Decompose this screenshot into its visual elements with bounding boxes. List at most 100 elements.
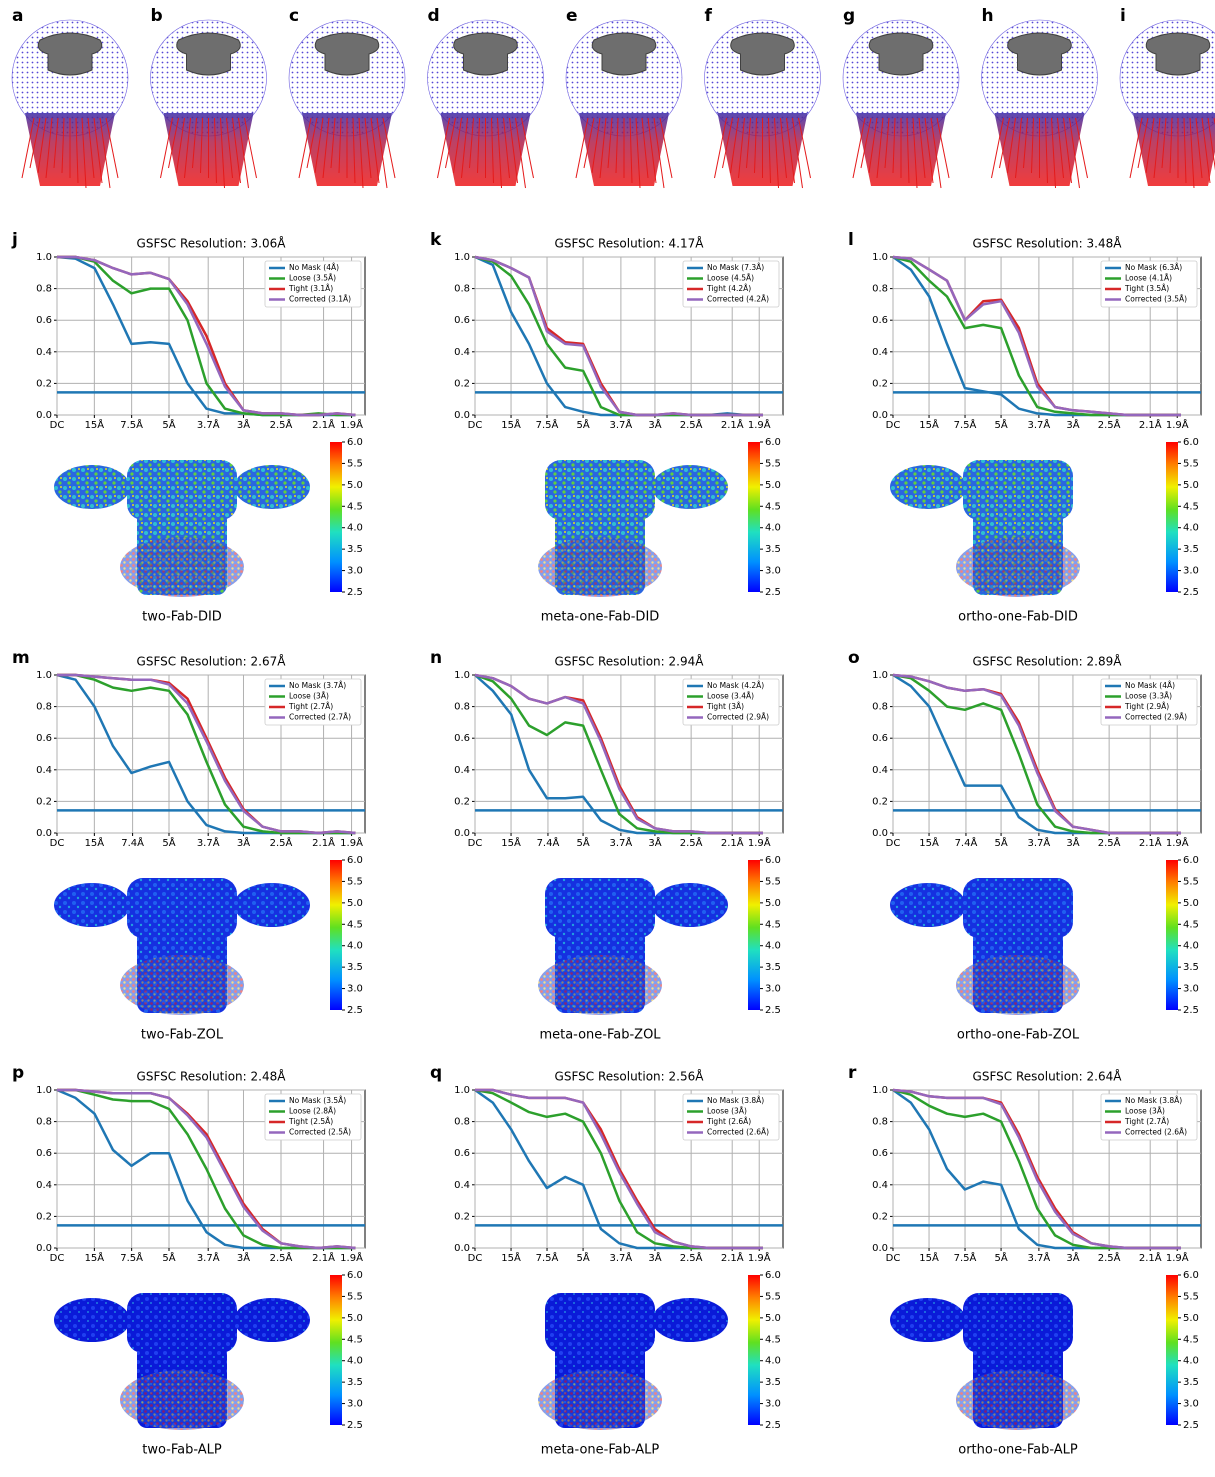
y-tick-label: 0.0 [36, 410, 52, 421]
y-tick-label: 0.2 [872, 1211, 888, 1222]
colorbar [748, 442, 760, 592]
spike [1195, 117, 1203, 179]
legend-box [682, 678, 780, 726]
chart-title: GSFSC Resolution: 4.17Å [555, 236, 705, 251]
chart-title: GSFSC Resolution: 2.56Å [555, 1069, 705, 1084]
legend-label: Tight (4.2Å) [706, 284, 751, 293]
map-body [963, 460, 1073, 520]
y-tick-label: 1.0 [36, 252, 52, 263]
x-tick-label: 2.1Å [721, 418, 744, 431]
spike [1207, 117, 1215, 171]
y-tick-label: 0.0 [454, 828, 470, 839]
spike [330, 117, 336, 169]
spike [358, 117, 364, 189]
colorbar [330, 442, 342, 592]
x-tick-label: 3.7Å [197, 1251, 220, 1264]
fsc-curve [474, 673, 763, 835]
colorbar-tick-label: 3.0 [347, 984, 363, 995]
x-tick-label: 5Å [994, 418, 1007, 431]
x-tick-label: 5Å [576, 836, 589, 849]
x-tick-label: 7.5Å [120, 418, 143, 431]
legend-label: Loose (3.3Å) [1125, 692, 1172, 701]
colorbar-tick-label: 4.0 [1183, 1356, 1199, 1367]
colorbar-tick-label: 4.5 [765, 919, 781, 930]
spike [768, 117, 771, 184]
spike [220, 117, 225, 189]
legend-label: Tight (2.6Å) [706, 1117, 751, 1126]
local-resolution-map [890, 1293, 1080, 1430]
legend-box [264, 260, 362, 308]
panel-letter: k [430, 230, 442, 250]
colorbar-tick-label: 3.5 [347, 544, 363, 555]
spike [860, 117, 872, 169]
x-tick-label: 7.4Å [955, 836, 978, 849]
spike [314, 117, 324, 174]
panel-letter: f [705, 6, 713, 26]
legend-label: No Mask (6.3Å) [1125, 263, 1182, 272]
map-fab [234, 1298, 310, 1342]
x-tick-label: 2.1Å [312, 836, 335, 849]
spike [1161, 117, 1167, 169]
local-resolution-map [890, 460, 1080, 597]
spike [798, 117, 811, 179]
x-tick-label: 7.4Å [537, 836, 560, 849]
x-tick-label: DC [50, 420, 65, 431]
map-caption: ortho-one-Fab-DID [958, 610, 1078, 625]
map-caption: two-Fab-ZOL [141, 1028, 224, 1043]
panel-letter: m [12, 648, 30, 668]
spike [1007, 117, 1016, 174]
panel-letter: i [1120, 6, 1126, 26]
map-body [127, 460, 237, 520]
spike [477, 117, 480, 174]
x-tick-label: 5Å [162, 418, 175, 431]
colorbar-tick-label: 6.0 [1183, 855, 1199, 866]
colorbar-tick-label: 4.0 [765, 523, 781, 534]
colorbar-tick-label: 3.0 [765, 984, 781, 995]
spike [87, 117, 95, 179]
spike [1075, 117, 1088, 179]
colorbar-tick-label: 3.0 [765, 1399, 781, 1410]
colorbar-tick-label: 3.5 [347, 962, 363, 973]
spike [924, 117, 934, 184]
x-tick-label: 15Å [85, 418, 105, 431]
colorbar-tick-label: 3.0 [765, 566, 781, 577]
spike [714, 117, 727, 179]
map-caption: meta-one-Fab-ALP [541, 1443, 660, 1458]
x-tick-label: 5Å [576, 418, 589, 431]
spike [298, 117, 312, 179]
x-tick-label: 2.1Å [312, 418, 335, 431]
x-tick-label: 15Å [501, 418, 521, 431]
x-tick-label: 5Å [994, 1251, 1007, 1264]
colorbar-tick-label: 4.0 [347, 1356, 363, 1367]
map-body [545, 460, 655, 520]
y-tick-label: 0.8 [872, 702, 888, 713]
spike [469, 117, 474, 169]
density-map [37, 32, 103, 76]
x-tick-label: 2.5Å [270, 836, 293, 849]
colorbar-tick-label: 2.5 [1183, 1420, 1199, 1431]
x-tick-label: 1.9Å [340, 418, 363, 431]
y-tick-label: 0.2 [454, 796, 470, 807]
spike [1189, 117, 1195, 189]
spike [376, 117, 388, 189]
fsc-curve [57, 673, 356, 835]
spike [876, 117, 884, 179]
y-tick-label: 0.0 [454, 1243, 470, 1254]
colorbar [748, 1275, 760, 1425]
legend-label: No Mask (3.5Å) [289, 1096, 346, 1105]
x-tick-label: 3Å [1066, 1251, 1079, 1264]
map-body [545, 1293, 655, 1353]
spike [37, 117, 47, 174]
y-tick-label: 0.8 [454, 284, 470, 295]
legend-label: Loose (2.8Å) [289, 1107, 336, 1116]
colorbar-tick-label: 4.5 [765, 501, 781, 512]
legend-label: No Mask (3.8Å) [1125, 1096, 1182, 1105]
spike [730, 117, 739, 174]
local-resolution-map [54, 1293, 310, 1430]
spike [659, 117, 673, 179]
y-tick-label: 0.6 [454, 1148, 470, 1159]
legend-box [264, 1093, 362, 1141]
legend-box [682, 1093, 780, 1141]
x-tick-label: 3Å [1066, 836, 1079, 849]
y-tick-label: 1.0 [872, 1085, 888, 1096]
